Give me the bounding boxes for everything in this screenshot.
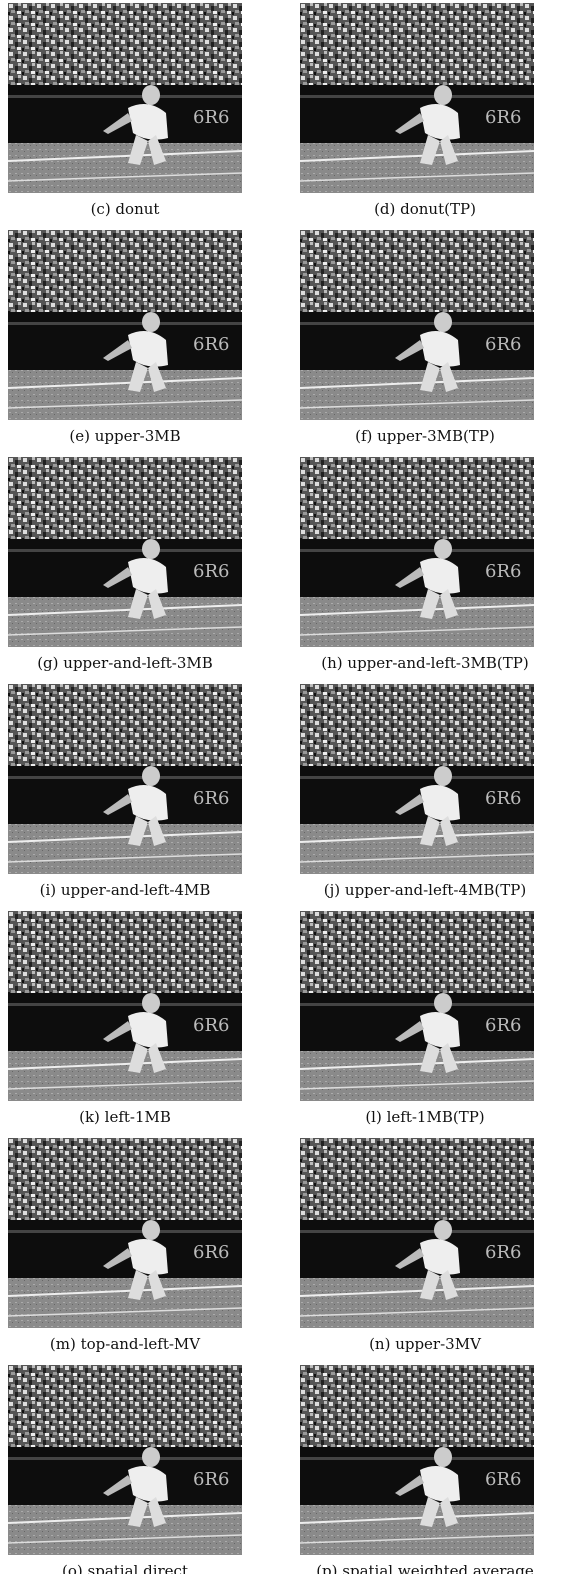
panel-image bbox=[300, 911, 534, 1101]
panel-caption: (p) spatial weighted average bbox=[316, 1562, 534, 1574]
panel-caption: (k) left-1MB bbox=[79, 1108, 171, 1126]
panel-image bbox=[300, 3, 534, 193]
panel-image bbox=[300, 230, 534, 420]
panel-image bbox=[300, 1138, 534, 1328]
panel-caption: (m) top-and-left-MV bbox=[50, 1335, 201, 1353]
figure: 6R6 (c) donut(d) donut(TP)(e) upper-3MB(… bbox=[0, 0, 561, 1574]
panel-image bbox=[8, 230, 242, 420]
panel-image bbox=[8, 684, 242, 874]
panel-image bbox=[8, 1138, 242, 1328]
panel-caption: (l) left-1MB(TP) bbox=[365, 1108, 484, 1126]
panel-caption: (i) upper-and-left-4MB bbox=[40, 881, 211, 899]
panel-caption: (g) upper-and-left-3MB bbox=[37, 654, 213, 672]
panel-image bbox=[8, 3, 242, 193]
panel-caption: (h) upper-and-left-3MB(TP) bbox=[321, 654, 528, 672]
panel-image bbox=[300, 1365, 534, 1555]
page: 6R6 (c) donut(d) donut(TP)(e) upper-3MB(… bbox=[0, 0, 561, 1574]
panel-caption: (c) donut bbox=[91, 200, 160, 218]
panel-caption: (n) upper-3MV bbox=[369, 1335, 482, 1353]
panel-caption: (o) spatial direct bbox=[62, 1562, 188, 1574]
panel-image bbox=[8, 1365, 242, 1555]
panel-image bbox=[8, 911, 242, 1101]
panel-caption: (d) donut(TP) bbox=[374, 200, 476, 218]
panel-caption: (j) upper-and-left-4MB(TP) bbox=[324, 881, 526, 899]
panel-image bbox=[8, 457, 242, 647]
panel-caption: (f) upper-3MB(TP) bbox=[355, 427, 495, 445]
panel-caption: (e) upper-3MB bbox=[69, 427, 180, 445]
panel-image bbox=[300, 457, 534, 647]
panel-image bbox=[300, 684, 534, 874]
